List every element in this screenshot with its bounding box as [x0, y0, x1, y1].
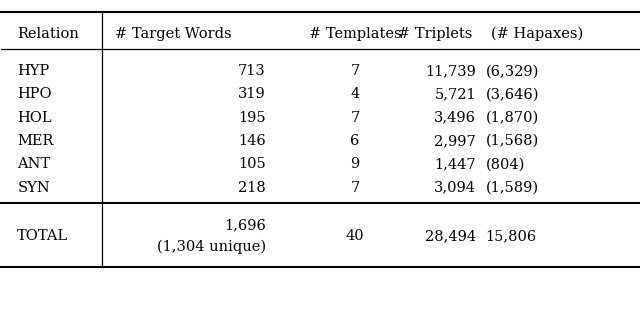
Text: 3,094: 3,094: [434, 181, 476, 194]
Text: (# Hapaxes): (# Hapaxes): [490, 27, 583, 41]
Text: 105: 105: [238, 157, 266, 171]
Text: 40: 40: [346, 229, 364, 243]
Text: 6: 6: [350, 134, 360, 148]
Text: 713: 713: [238, 64, 266, 78]
Text: HPO: HPO: [17, 87, 52, 101]
Text: 7: 7: [351, 111, 360, 125]
Text: (804): (804): [486, 157, 525, 171]
Text: (1,304 unique): (1,304 unique): [157, 239, 266, 254]
Text: (1,870): (1,870): [486, 111, 539, 125]
Text: 7: 7: [351, 181, 360, 194]
Text: 4: 4: [351, 87, 360, 101]
Text: 195: 195: [238, 111, 266, 125]
Text: 5,721: 5,721: [435, 87, 476, 101]
Text: 3,496: 3,496: [434, 111, 476, 125]
Text: 2,997: 2,997: [435, 134, 476, 148]
Text: # Templates: # Templates: [308, 27, 401, 41]
Text: 28,494: 28,494: [425, 229, 476, 243]
Text: HYP: HYP: [17, 64, 49, 78]
Text: # Triplets: # Triplets: [397, 27, 472, 41]
Text: (3,646): (3,646): [486, 87, 539, 101]
Text: 7: 7: [351, 64, 360, 78]
Text: 1,447: 1,447: [435, 157, 476, 171]
Text: 9: 9: [351, 157, 360, 171]
Text: 146: 146: [238, 134, 266, 148]
Text: (6,329): (6,329): [486, 64, 539, 78]
Text: # Target Words: # Target Words: [115, 27, 232, 41]
Text: 319: 319: [238, 87, 266, 101]
Text: 218: 218: [238, 181, 266, 194]
Text: ANT: ANT: [17, 157, 51, 171]
Text: (1,568): (1,568): [486, 134, 539, 148]
Text: SYN: SYN: [17, 181, 50, 194]
Text: 1,696: 1,696: [224, 218, 266, 232]
Text: MER: MER: [17, 134, 54, 148]
Text: 11,739: 11,739: [425, 64, 476, 78]
Text: HOL: HOL: [17, 111, 52, 125]
Text: 15,806: 15,806: [486, 229, 537, 243]
Text: (1,589): (1,589): [486, 181, 539, 194]
Text: Relation: Relation: [17, 27, 79, 41]
Text: TOTAL: TOTAL: [17, 229, 68, 243]
